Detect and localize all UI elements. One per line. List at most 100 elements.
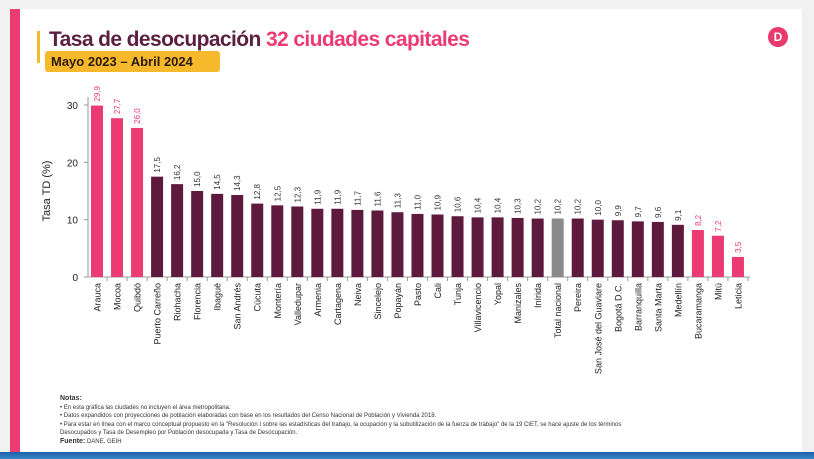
note-item: • Para estar en línea con el marco conce… <box>60 421 622 428</box>
x-tick-label: San José del Guaviare <box>593 283 603 374</box>
x-tick-label: Yopal <box>493 283 503 305</box>
bar <box>211 193 224 277</box>
bar <box>591 219 604 277</box>
data-label: 26,0 <box>133 108 142 124</box>
x-tick-label: Neiva <box>353 283 363 306</box>
data-label: 10,2 <box>534 198 543 214</box>
data-label: 8,2 <box>694 214 703 226</box>
data-label: 10,2 <box>574 198 583 214</box>
data-label: 11,7 <box>353 190 362 206</box>
data-label: 12,3 <box>293 186 302 202</box>
bar <box>391 212 404 277</box>
x-tick-label: Puerto Carreño <box>153 283 163 345</box>
data-label: 10,0 <box>594 200 603 216</box>
bar <box>251 203 264 277</box>
x-tick-label: Mocoa <box>113 283 123 310</box>
data-label: 11,9 <box>333 189 342 205</box>
data-label: 10,3 <box>514 198 523 214</box>
x-tick-label: Sincelejo <box>373 283 383 320</box>
bottom-bar <box>0 452 814 459</box>
data-label: 11,3 <box>393 193 402 209</box>
data-label: 15,0 <box>193 171 202 187</box>
data-label: 27,7 <box>113 98 122 114</box>
bar <box>191 191 204 277</box>
page-title: Tasa de desocupación 32 ciudades capital… <box>49 28 470 52</box>
note-item: • Datos expandidos con proyecciones de p… <box>60 413 437 419</box>
y-tick-label: 20 <box>67 158 79 169</box>
bar <box>351 209 364 277</box>
bar <box>111 118 124 277</box>
data-label: 16,2 <box>173 164 182 180</box>
x-tick-label: Tunja <box>453 283 463 305</box>
x-tick-label: Valledupar <box>293 283 303 325</box>
x-tick-label: Villavicencio <box>473 283 483 332</box>
data-label: 10,2 <box>554 198 563 214</box>
bar <box>511 217 524 277</box>
notes-heading: Notas: <box>60 395 82 402</box>
data-label: 9,1 <box>674 209 683 221</box>
data-label: 9,6 <box>654 206 663 218</box>
data-label: 10,4 <box>494 197 503 213</box>
bar <box>411 213 424 277</box>
data-label: 11,6 <box>373 191 382 207</box>
bar <box>651 221 664 277</box>
bar <box>331 208 344 277</box>
bar <box>471 217 484 277</box>
data-label: 11,0 <box>413 194 422 210</box>
x-tick-label: Popayán <box>393 283 403 319</box>
x-tick-label: Arauca <box>93 283 103 312</box>
data-label: 11,9 <box>313 189 322 205</box>
bar <box>171 184 184 277</box>
bar <box>551 218 564 277</box>
data-label: 14,5 <box>213 174 222 190</box>
left-accent-bar <box>10 9 20 452</box>
x-tick-label: Quibdó <box>133 283 143 312</box>
bar <box>431 214 444 277</box>
bar <box>691 229 704 277</box>
x-tick-label: Mitú <box>713 283 723 300</box>
x-tick-label: Florencia <box>193 283 203 320</box>
x-tick-label: Montería <box>273 283 283 319</box>
bar <box>451 216 464 277</box>
data-label: 7,2 <box>714 220 723 232</box>
bar <box>631 221 644 277</box>
bar <box>711 235 724 277</box>
bar <box>491 217 504 277</box>
x-tick-label: Ibagué <box>213 283 223 311</box>
data-label: 10,6 <box>454 196 463 212</box>
x-tick-label: Pasto <box>413 283 423 306</box>
data-label: 14,3 <box>233 175 242 191</box>
x-tick-label: San Andrés <box>233 283 243 330</box>
bar <box>731 256 744 277</box>
period-badge: Mayo 2023 – Abril 2024 <box>45 51 220 72</box>
x-tick-label: Cartagena <box>333 283 343 325</box>
data-label: 10,4 <box>474 197 483 213</box>
x-tick-label: Pereira <box>573 283 583 312</box>
y-tick-label: 0 <box>72 273 78 284</box>
dane-logo-icon[interactable]: D <box>768 27 788 47</box>
bar <box>371 210 384 277</box>
x-tick-label: Bucaramanga <box>693 283 703 339</box>
note-item: Desocupados y Tasa de Desempleo por Pobl… <box>60 430 298 436</box>
data-label: 12,5 <box>273 185 282 201</box>
source: DANE, GEIH <box>86 438 122 445</box>
title-highlight: 32 ciudades capitales <box>265 28 470 51</box>
data-label: 9,7 <box>634 206 643 218</box>
x-tick-label: Armenia <box>313 283 323 317</box>
bar <box>571 218 584 277</box>
y-axis-label: Tasa TD (%) <box>41 161 53 222</box>
source-label: Fuente: <box>60 437 86 445</box>
x-tick-label: Total nacional <box>553 283 563 338</box>
bar <box>611 220 624 277</box>
bar <box>131 127 144 277</box>
x-tick-label: Manizales <box>513 283 523 324</box>
x-tick-label: Barranquilla <box>633 283 643 331</box>
x-tick-label: Santa Marta <box>653 283 663 332</box>
title-accent <box>37 31 40 63</box>
data-label: 12,8 <box>253 183 262 199</box>
bar <box>151 176 164 277</box>
note-item: • En esta gráfica las ciudades no incluy… <box>60 404 231 411</box>
bar <box>231 195 244 277</box>
bar <box>311 208 324 277</box>
data-label: 9,9 <box>614 205 623 217</box>
